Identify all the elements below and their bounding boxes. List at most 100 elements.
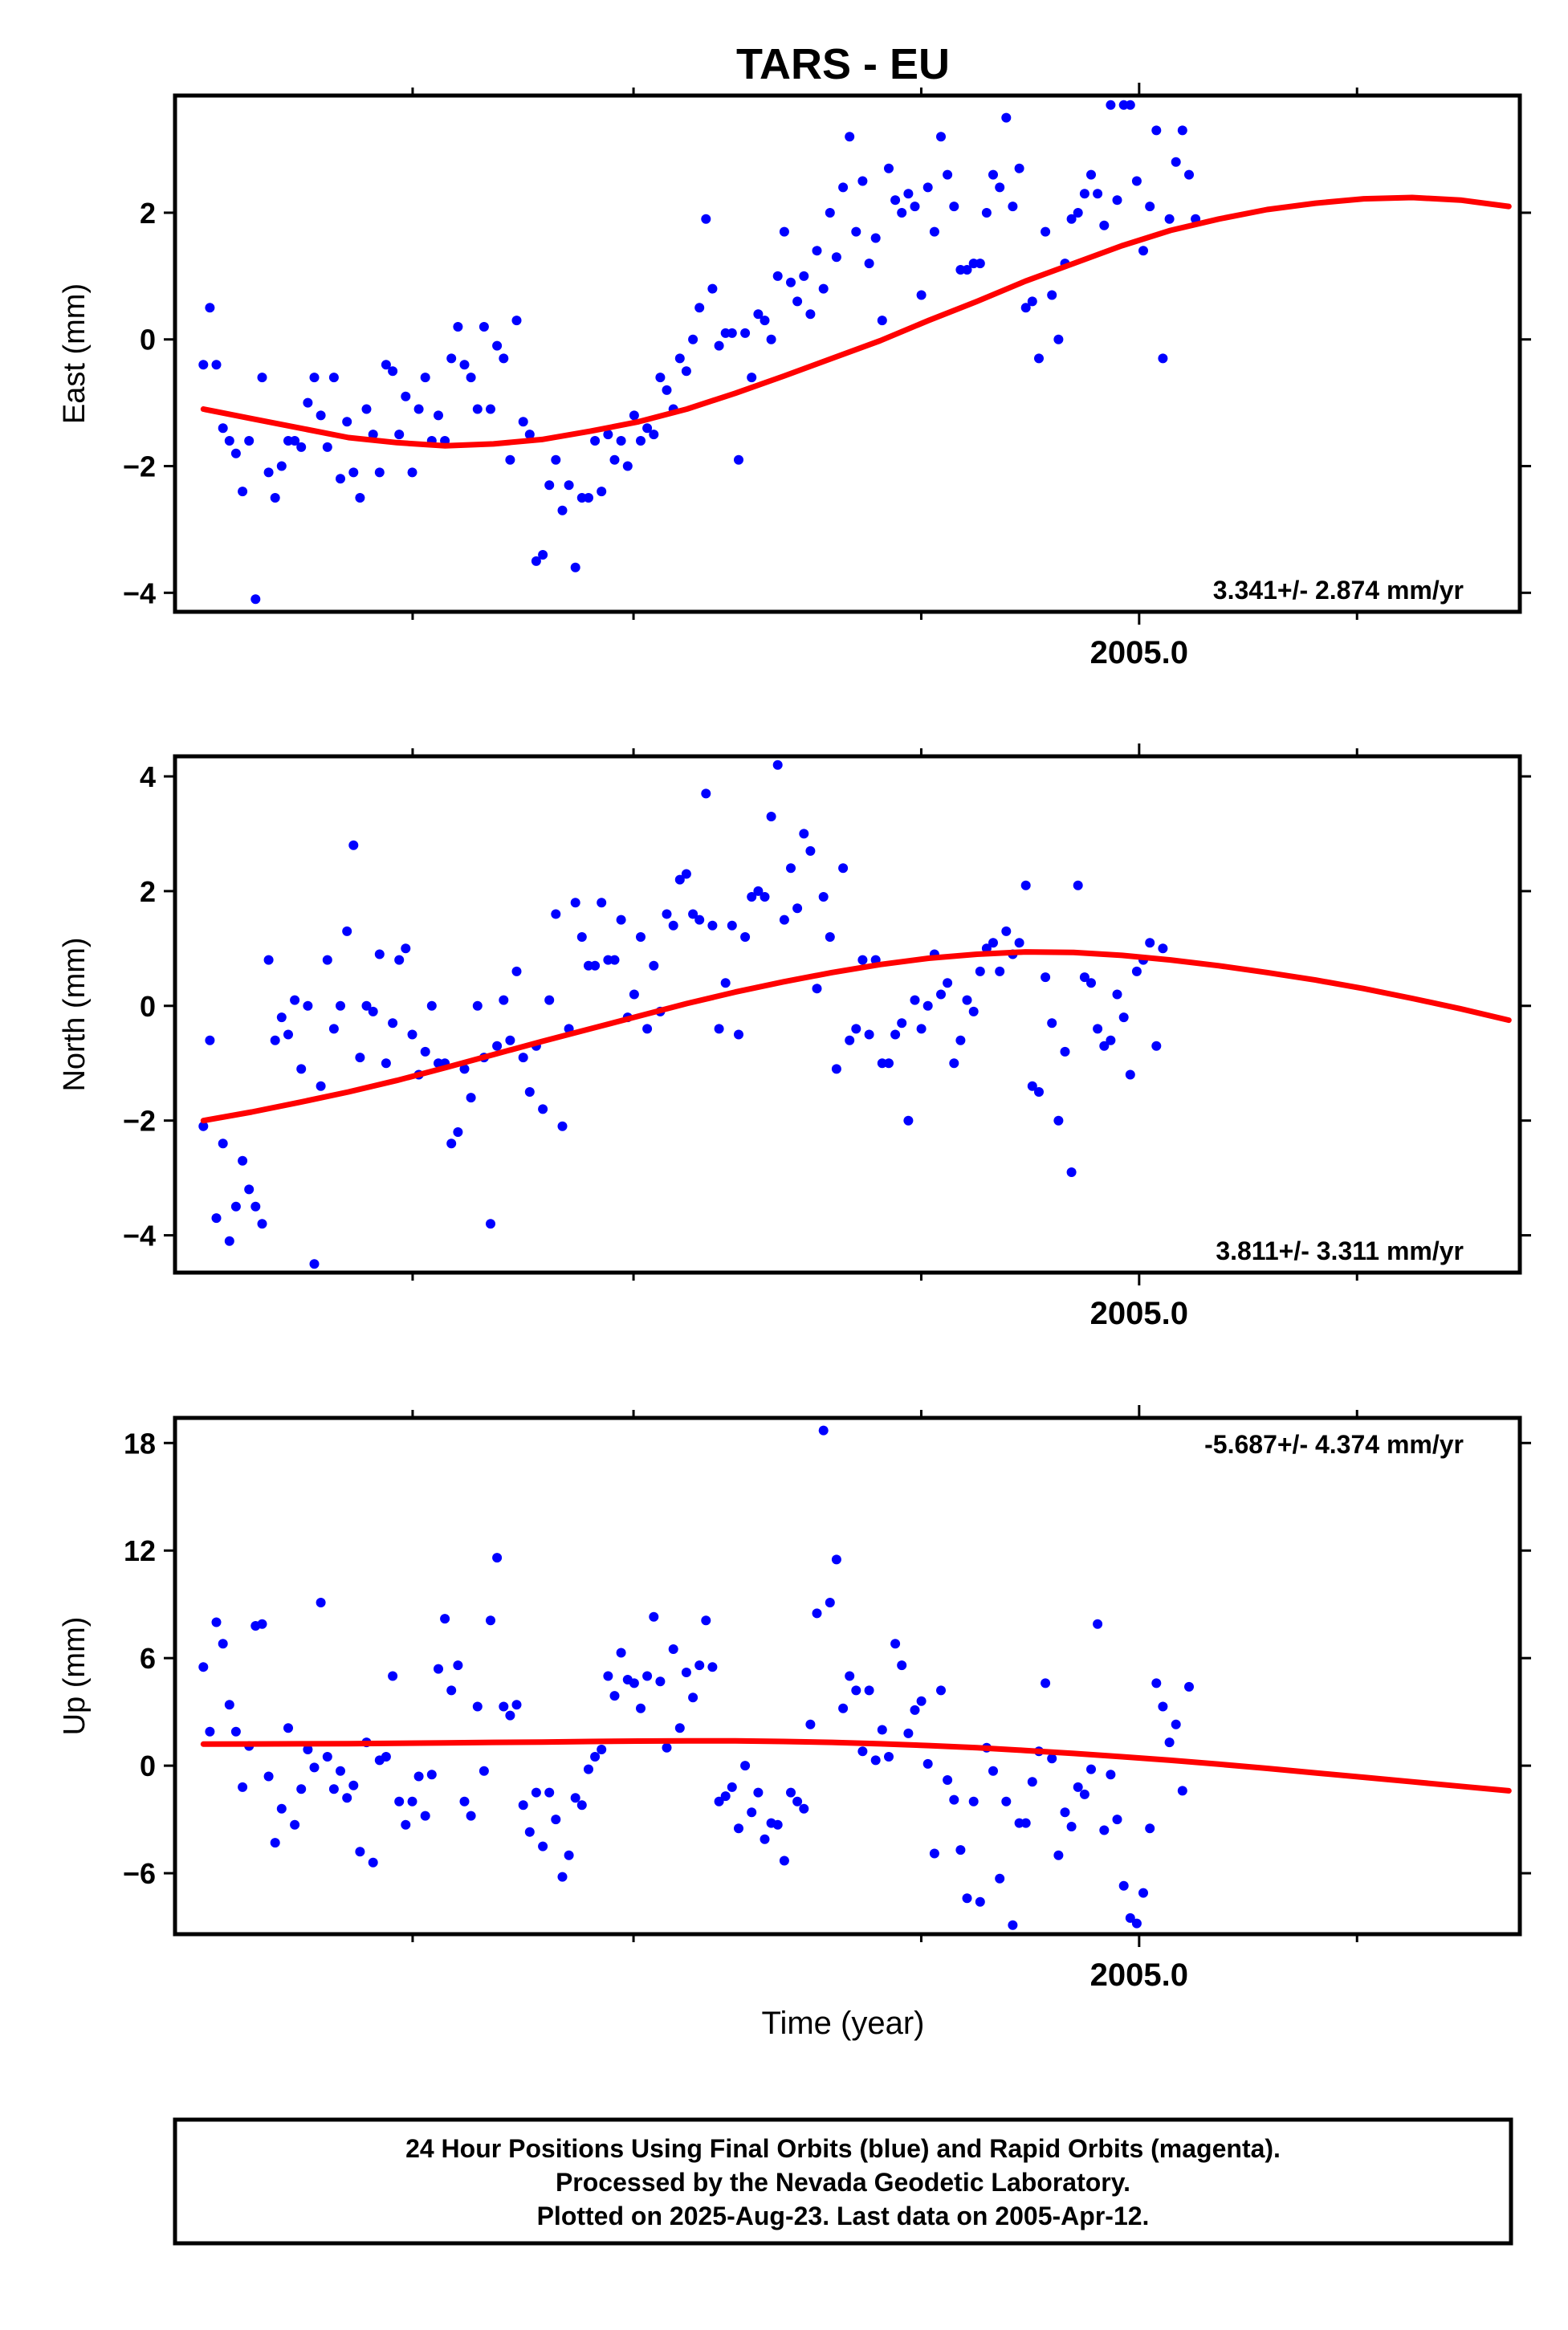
north-data-point: [831, 1064, 841, 1074]
east-data-point: [224, 436, 234, 446]
east-data-point: [466, 373, 476, 383]
north-data-point: [864, 1029, 874, 1040]
north-data-point: [238, 1155, 248, 1166]
east-data-point: [230, 448, 241, 458]
north-data-point: [818, 892, 829, 902]
north-data-point: [851, 1024, 861, 1034]
north-data-point: [845, 1035, 855, 1045]
up-data-point: [1053, 1850, 1064, 1860]
up-fit-line: [200, 1737, 1512, 1794]
up-data-point: [446, 1685, 457, 1696]
east-data-point: [779, 226, 789, 237]
east-data-point: [851, 226, 861, 237]
up-data-point: [812, 1608, 822, 1619]
east-data-point: [1027, 296, 1037, 307]
east-data-point: [995, 182, 1005, 193]
up-points: [198, 1425, 1194, 1930]
up-data-point: [303, 1745, 313, 1754]
north-data-point: [368, 1006, 378, 1016]
up-data-point: [818, 1425, 829, 1436]
north-data-point: [1086, 978, 1096, 988]
north-data-point: [1073, 880, 1083, 890]
up-data-point: [877, 1725, 887, 1735]
east-data-point: [772, 271, 783, 281]
up-data-point: [576, 1800, 587, 1811]
up-data-point: [524, 1827, 535, 1837]
north-data-point: [943, 978, 953, 988]
up-data-point: [714, 1796, 724, 1807]
up-data-point: [943, 1775, 953, 1785]
up-y-tick-label: 18: [124, 1427, 156, 1460]
up-data-point: [929, 1848, 939, 1859]
up-data-point: [466, 1811, 476, 1821]
north-data-point: [668, 920, 678, 931]
east-data-point: [877, 316, 887, 326]
up-data-point: [949, 1794, 959, 1805]
up-data-point: [270, 1838, 280, 1848]
east-data-point: [681, 366, 691, 377]
up-data-point: [413, 1771, 424, 1782]
east-data-point: [707, 283, 718, 294]
north-data-point: [420, 1046, 430, 1057]
east-data-point: [564, 480, 574, 491]
east-data-point: [838, 182, 849, 193]
east-data-point: [459, 360, 470, 370]
north-data-point: [884, 1058, 894, 1069]
north-data-point: [1001, 926, 1012, 936]
up-data-point: [995, 1873, 1005, 1884]
up-data-point: [988, 1766, 998, 1776]
north-data-point: [276, 1012, 287, 1023]
east-data-point: [584, 493, 593, 503]
east-data-point: [629, 410, 639, 421]
east-data-point: [642, 423, 653, 434]
up-data-point: [890, 1639, 901, 1649]
up-data-point: [322, 1752, 332, 1762]
north-data-point: [1125, 1069, 1135, 1080]
up-data-point: [903, 1728, 914, 1738]
north-data-point: [244, 1184, 255, 1195]
up-data-point: [740, 1761, 751, 1771]
north-data-point: [1106, 1035, 1116, 1045]
north-data-point: [975, 966, 985, 976]
up-data-point: [486, 1615, 495, 1626]
north-data-point: [538, 1104, 548, 1114]
east-data-point: [576, 493, 587, 503]
up-data-point: [394, 1796, 405, 1807]
east-y-tick-label: 2: [140, 197, 156, 230]
north-data-point: [799, 829, 809, 839]
north-data-point: [492, 1041, 503, 1051]
east-data-point: [864, 259, 874, 269]
north-data-point: [955, 1035, 966, 1045]
east-data-point: [486, 404, 495, 414]
north-data-point: [570, 898, 580, 908]
east-data-point: [910, 202, 920, 212]
up-data-point: [616, 1648, 626, 1658]
east-data-point: [1184, 169, 1194, 180]
east-data-point: [649, 430, 659, 440]
east-data-point: [1008, 202, 1018, 212]
east-data-point: [616, 436, 626, 446]
north-data-point: [401, 943, 411, 954]
east-data-point: [479, 322, 489, 332]
north-data-point: [734, 1029, 743, 1040]
north-data-point: [316, 1081, 326, 1091]
north-y-tick-label: −4: [123, 1220, 156, 1253]
north-data-point: [766, 812, 776, 821]
north-y-tick-label: 2: [140, 875, 156, 908]
up-data-point: [511, 1700, 522, 1710]
north-data-point: [250, 1201, 261, 1212]
up-data-point: [1151, 1678, 1162, 1688]
east-data-point: [1099, 220, 1110, 230]
east-data-point: [747, 373, 757, 383]
north-data-point: [936, 989, 946, 1000]
up-data-point: [290, 1819, 300, 1830]
up-data-point: [701, 1615, 711, 1626]
east-data-point: [355, 493, 365, 503]
east-x-tick-label: 2005.0: [1090, 635, 1188, 670]
up-data-point: [597, 1745, 607, 1754]
up-data-point: [857, 1746, 868, 1757]
north-data-point: [688, 909, 698, 919]
up-data-point: [564, 1850, 574, 1860]
north-data-point: [812, 984, 822, 994]
